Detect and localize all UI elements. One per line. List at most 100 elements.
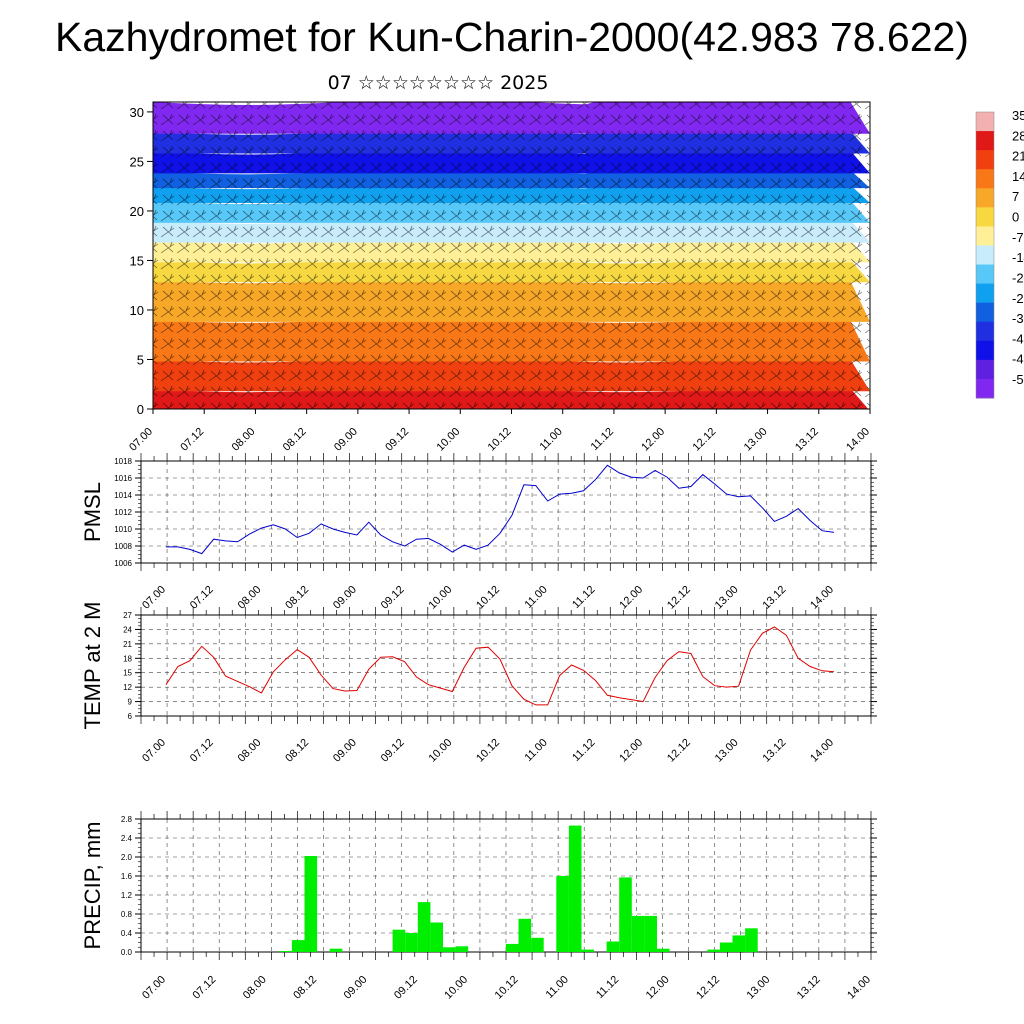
x-tick-label: 09.12 [379,584,407,612]
precip-bar [443,947,456,953]
panel-frame [140,614,872,717]
precip-bar [556,876,569,952]
precip-bar [657,948,670,952]
y-tick-label: 1016 [114,474,132,483]
colorbar-label: 0 [1012,210,1019,225]
x-tick-label: 11.00 [537,426,564,453]
pmsl-series-line [166,464,835,555]
colorbar-label: -14 [1012,250,1024,265]
colorbar-swatch [976,359,994,380]
precip-bar [531,937,544,953]
colorbar-swatch [976,245,994,266]
precip-bar [430,922,443,952]
colorbar-label: 7 [1012,189,1019,204]
precip-bar [279,951,292,952]
colorbar-swatch [976,150,994,170]
colorbar-swatch [976,264,994,285]
x-tick-label: 13.00 [742,426,770,454]
y-tick-label: 6 [128,712,133,721]
x-tick-label: 12.00 [617,737,645,765]
y-tick-label: 1006 [114,559,132,568]
x-tick-label: 09.12 [379,737,407,765]
precip-bar [455,946,469,952]
y-tick-label: 18 [123,654,132,663]
precip-bar [518,918,532,953]
colorbar-swatch [976,207,994,227]
y-tick-label: 24 [123,625,132,634]
x-tick-label: 10.00 [434,426,462,454]
y-tick-label: 9 [128,698,133,707]
x-tick-label: 08.12 [283,737,311,765]
precip-panel: 0.0 0.4 0.8 1.2 1.6 2.0 2.4 2.8 PRECIP, mm 07.00 0… [80,811,877,1002]
precip-bar [745,928,758,953]
x-tick-label: 10.00 [426,737,454,765]
temp-panel: 6 9 12 15 18 21 24 27 TEMP at 2 M 07.00 07.12 08.00… [80,602,877,765]
colorbar-label: -56 [1012,372,1024,387]
chart-title: Kazhydromet for Kun-Charin-2000(42.983 7… [55,14,969,60]
x-tick-label: 13.12 [760,737,788,765]
y-tick-label: 1014 [114,491,132,500]
y-tick-label: 1010 [114,525,132,534]
colorbar-swatch [976,321,994,342]
precip-bar [417,902,431,952]
precip-bar [619,877,632,952]
x-tick-label: 12.00 [617,584,645,612]
precip-bar [568,825,582,952]
precip-bar [707,949,720,952]
precip-bar [291,940,305,952]
colorbar-label: 35 [1012,108,1024,123]
temp-series-line [165,626,835,706]
y-tick-label: 2.8 [121,815,133,824]
x-tick-label: 13.12 [793,426,821,454]
temperature-colorbar: 35 28 21 14 7 0 -7 -14 -21 -28 -35 -42 -49 -56 [975,108,1024,399]
precip-bar [631,915,645,952]
colorbar-label: -7 [1012,230,1024,245]
x-tick-label: 08.12 [291,974,319,1002]
x-tick-label: 12.12 [694,974,722,1002]
x-tick-label: 07.00 [127,426,155,454]
y-tick-label: 10 [130,303,144,318]
x-tick-label: 08.12 [281,426,309,454]
x-tick-label: 10.12 [486,426,514,454]
colorbar-label: 21 [1012,149,1024,164]
x-tick-label: 14.00 [808,584,836,612]
y-tick-label: 21 [123,640,132,649]
precip-bar [732,935,746,952]
x-tick-label: 07.12 [188,584,216,612]
y-tick-label: 25 [130,154,144,169]
colorbar-label: 28 [1012,128,1024,143]
x-tick-label: 07.12 [188,737,216,765]
precip-bar [644,915,657,952]
x-tick-label: 14.00 [844,426,872,454]
y-tick-label: 15 [130,253,144,268]
precip-bar [505,943,519,952]
colorbar-swatch [976,188,994,208]
x-tick-label: 09.00 [332,426,360,454]
y-tick-label: 2.0 [121,853,133,862]
x-tick-label: 12.00 [644,974,672,1002]
precip-bar [581,949,594,952]
y-tick-label: 15 [123,669,132,678]
x-tick-label: 13.00 [713,737,741,765]
x-tick-label: 12.12 [691,426,719,454]
y-tick-label: 0 [137,402,144,417]
precip-bar [329,948,343,952]
x-tick-label: 11.00 [522,584,549,611]
y-tick-label: 5 [137,352,144,367]
colorbar-frame [975,111,995,399]
x-tick-label: 07.00 [140,974,168,1002]
colorbar-swatch [976,169,994,189]
x-tick-label: 07.00 [140,584,168,612]
x-tick-label: 08.00 [230,426,258,454]
colorbar-label: -35 [1012,311,1024,326]
y-tick-label: 1.6 [121,872,133,881]
y-tick-label: 2.4 [121,834,133,843]
vertical-section-panel: 0 5 10 15 20 25 30 07.00 07.12 08.00 08.12 09.00 09.… [127,101,872,454]
y-tick-label: 1.2 [121,891,133,900]
colorbar-swatch [976,283,994,304]
x-tick-label: 10.00 [442,974,470,1002]
x-tick-label: 14.00 [808,737,836,765]
y-axis-label: PMSL [80,482,105,542]
colorbar-swatch [976,378,994,399]
